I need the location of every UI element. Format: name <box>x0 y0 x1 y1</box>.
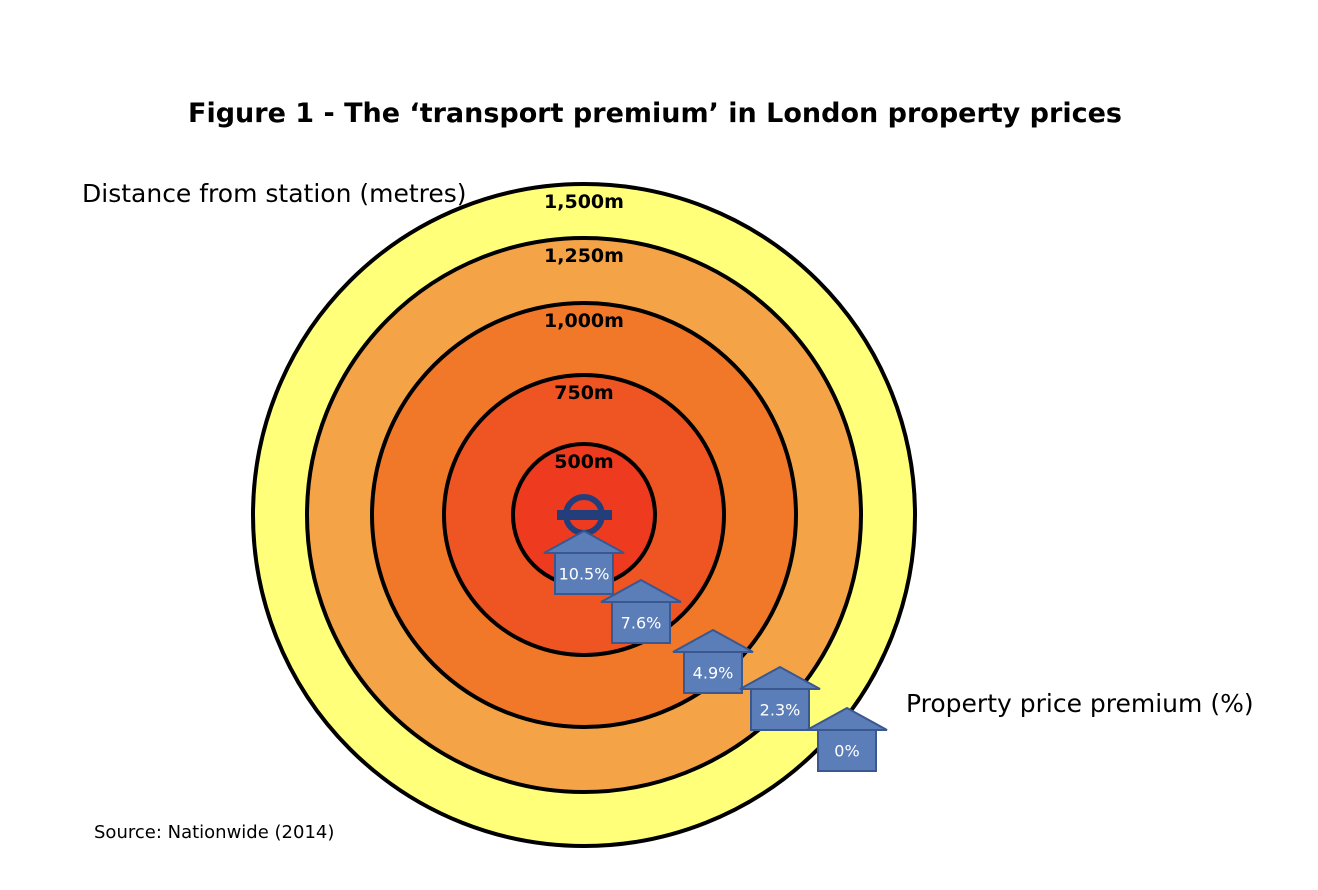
ring-label-1500m: 1,500m <box>544 191 624 213</box>
house-icon: 7.6% <box>600 578 682 644</box>
house-icon: 4.9% <box>672 628 754 694</box>
premium-label: 0% <box>834 742 859 761</box>
premium-house-icons: 10.5% 7.6% 4.9% 2.3% 0% <box>543 529 888 772</box>
distance-axis-label: Distance from station (metres) <box>82 179 467 208</box>
premium-label: 10.5% <box>559 565 610 584</box>
premium-label: 2.3% <box>760 701 801 720</box>
house-body <box>683 651 743 694</box>
ring-label-1250m: 1,250m <box>544 245 624 267</box>
ring-label-750m: 750m <box>554 382 613 404</box>
source-note: Source: Nationwide (2014) <box>94 822 334 843</box>
ring-label-1000m: 1,000m <box>544 310 624 332</box>
ring-label-500m: 500m <box>554 451 613 473</box>
house-body <box>611 601 671 644</box>
premium-axis-label: Property price premium (%) <box>906 689 1254 718</box>
house-body <box>554 552 614 595</box>
house-icon: 2.3% <box>739 665 821 731</box>
house-icon: 0% <box>806 706 888 772</box>
house-body <box>750 688 810 731</box>
house-icon: 10.5% <box>543 529 625 595</box>
distance-ring-labels: 1,500m 1,250m 1,000m 750m 500m <box>544 191 624 473</box>
house-body <box>817 729 877 772</box>
figure-title: Figure 1 - The ‘transport premium’ in Lo… <box>188 98 1122 129</box>
premium-label: 4.9% <box>693 664 734 683</box>
premium-label: 7.6% <box>621 614 662 633</box>
